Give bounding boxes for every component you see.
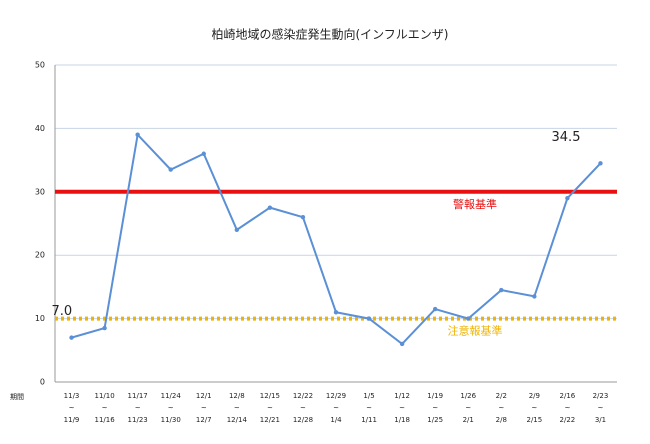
x-tick-label: 1/19	[427, 392, 443, 400]
x-tick-label: 1/11	[361, 416, 377, 424]
data-point	[499, 287, 504, 293]
x-tick-label: ~	[598, 404, 604, 412]
x-tick-label: 1/18	[394, 416, 410, 424]
x-tick-label: 2/9	[529, 392, 540, 400]
x-tick-label: 1/4	[330, 416, 342, 424]
x-tick-label: 2/2	[496, 392, 507, 400]
data-point	[201, 151, 206, 156]
x-tick-label: ~	[201, 404, 207, 412]
x-tick-label: 2/23	[593, 392, 609, 400]
x-tick-label: 12/8	[229, 392, 245, 400]
x-tick-label: 2/16	[560, 392, 576, 400]
y-tick-label: 50	[35, 61, 45, 70]
x-tick-label: 11/16	[94, 416, 115, 424]
x-tick-label: 11/10	[94, 392, 114, 400]
x-tick-label: ~	[234, 404, 240, 412]
data-point	[135, 132, 140, 137]
data-point	[532, 294, 537, 299]
y-tick-label: 10	[35, 314, 45, 323]
data-point	[565, 195, 570, 201]
x-tick-label: 12/28	[293, 416, 313, 424]
data-point	[466, 316, 471, 321]
data-point	[267, 205, 273, 210]
x-tick-label: ~	[267, 404, 273, 412]
x-tick-label: 12/29	[326, 392, 346, 400]
x-tick-label: 11/9	[64, 416, 80, 424]
data-point	[69, 335, 74, 340]
data-point	[399, 341, 405, 347]
data-point	[598, 161, 603, 166]
x-tick-label: ~	[465, 404, 471, 412]
x-tick-label: 12/1	[196, 392, 212, 400]
data-label: 34.5	[552, 130, 581, 145]
x-tick-label: ~	[333, 404, 339, 412]
chart-title: 柏崎地域の感染症発生動向(インフルエンザ)	[211, 27, 448, 42]
x-tick-label: ~	[300, 404, 306, 412]
x-tick-label: 1/12	[394, 392, 410, 400]
x-axis-label: 期間	[10, 393, 24, 401]
x-tick-label: 12/15	[260, 392, 280, 400]
data-point	[333, 310, 339, 315]
x-tick-label: ~	[69, 404, 75, 412]
x-tick-label: 3/1	[595, 416, 606, 424]
x-tick-label: 12/22	[293, 392, 313, 400]
data-point	[366, 316, 372, 321]
x-tick-label: ~	[135, 404, 141, 412]
x-tick-label: 2/8	[496, 416, 507, 424]
data-point	[432, 306, 438, 312]
data-label: 7.0	[52, 304, 73, 319]
reference-label: 警報基準	[453, 197, 497, 211]
x-tick-label: ~	[366, 404, 372, 412]
x-tick-label: 12/7	[196, 416, 212, 424]
data-point	[300, 214, 306, 220]
data-point	[168, 167, 173, 172]
y-tick-label: 20	[35, 251, 45, 260]
data-point	[234, 227, 240, 233]
x-tick-label: ~	[399, 404, 405, 412]
y-tick-label: 30	[35, 187, 45, 196]
y-tick-label: 0	[40, 378, 45, 387]
x-tick-label: 11/24	[161, 392, 182, 400]
y-tick-label: 40	[35, 124, 45, 133]
x-tick-label: 11/30	[161, 416, 181, 424]
x-tick-label: 11/17	[128, 392, 148, 400]
reference-label: 注意報基準	[448, 324, 503, 338]
x-tick-label: ~	[531, 404, 537, 412]
x-tick-label: 12/14	[227, 416, 248, 424]
data-point	[102, 325, 107, 331]
x-tick-label: 1/26	[460, 392, 476, 400]
x-tick-label: 1/25	[427, 416, 443, 424]
x-tick-label: 1/5	[363, 392, 374, 400]
x-tick-label: 11/23	[128, 416, 148, 424]
x-tick-label: ~	[498, 404, 504, 412]
x-tick-label: 2/15	[526, 416, 542, 424]
x-tick-label: ~	[564, 404, 570, 412]
x-tick-label: ~	[102, 404, 108, 412]
x-tick-label: ~	[432, 404, 438, 412]
x-tick-label: 2/22	[560, 416, 576, 424]
x-tick-label: 11/3	[64, 392, 80, 400]
x-tick-label: 2/1	[463, 416, 474, 424]
x-tick-label: ~	[168, 404, 174, 412]
x-tick-label: 12/21	[260, 416, 280, 424]
